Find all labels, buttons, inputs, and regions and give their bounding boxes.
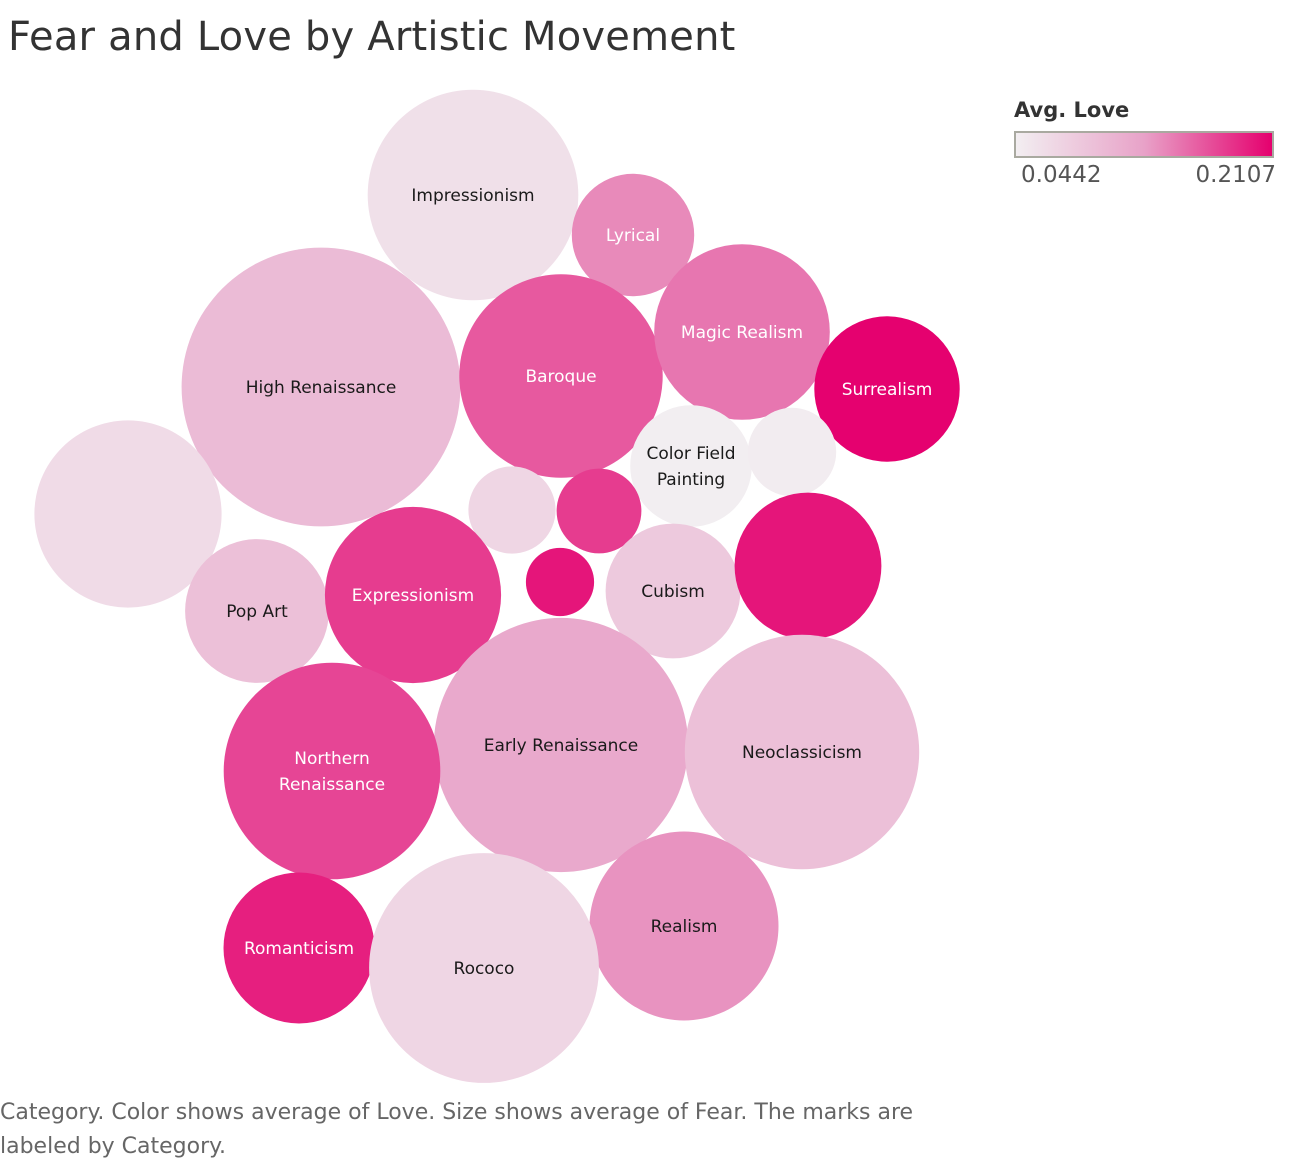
bubble-expressionism[interactable]: [324, 506, 502, 684]
bubble-lyrical[interactable]: [571, 173, 695, 297]
bubble-label: Surrealism: [842, 380, 933, 400]
bubble-label: Romanticism: [244, 939, 354, 959]
legend-max-label: 0.2107: [1195, 162, 1276, 188]
legend-title: Avg. Love: [1014, 98, 1130, 122]
chart-title: Fear and Love by Artistic Movement: [8, 14, 736, 60]
bubble-magic-realism[interactable]: [654, 244, 830, 420]
legend-gradient-bar: [1014, 131, 1274, 158]
bubble-label: Cubism: [641, 582, 705, 602]
bubble-label: Rococo: [454, 959, 515, 979]
bubble-color-field-painting[interactable]: [630, 405, 752, 527]
bubble-label: Impressionism: [411, 186, 534, 206]
bubble-label: Northern Renaissance: [279, 749, 385, 795]
bubble-high-renaissance[interactable]: [181, 247, 461, 527]
legend-min-label: 0.0442: [1021, 162, 1102, 188]
bubble-group: Impressionism Lyrical High Renaissance Baro…: [34, 89, 960, 1083]
bubble-unlabeled-7[interactable]: [747, 407, 837, 497]
bubble-label: High Renaissance: [246, 378, 397, 398]
legend-labels: 0.0442 0.2107: [1014, 162, 1276, 192]
bubble-romanticism[interactable]: [223, 872, 375, 1024]
bubble-label: Lyrical: [606, 226, 660, 246]
color-legend: Avg. Love 0.0442 0.2107: [1014, 98, 1286, 192]
bubble-unlabeled-11[interactable]: [525, 547, 595, 617]
bubble-label: Magic Realism: [681, 323, 803, 343]
bubble-label: Realism: [651, 917, 718, 937]
bubble-unlabeled-13[interactable]: [734, 492, 882, 640]
bubble-cubism[interactable]: [605, 523, 741, 659]
bubble-baroque[interactable]: [459, 274, 663, 478]
bubble-label: Color Field Painting: [646, 444, 735, 490]
chart-caption: Category. Color shows average of Love. S…: [0, 1100, 914, 1159]
bubble-impressionism[interactable]: [367, 89, 579, 301]
bubble-realism[interactable]: [589, 831, 779, 1021]
bubble-pop-art[interactable]: [185, 539, 329, 683]
bubble-unlabeled-9[interactable]: [468, 466, 556, 554]
bubble-unlabeled-8[interactable]: [34, 420, 222, 608]
bubble-label: Expressionism: [352, 586, 474, 606]
bubble-rococo[interactable]: [369, 853, 599, 1083]
bubble-label: Early Renaissance: [484, 736, 638, 756]
bubble-label: Pop Art: [226, 602, 288, 622]
bubble-unlabeled-10[interactable]: [556, 468, 642, 554]
bubble-early-renaissance[interactable]: [433, 617, 689, 873]
bubble-northern-renaissance[interactable]: [223, 662, 441, 880]
bubble-surrealism[interactable]: [814, 316, 960, 462]
bubble-label: Baroque: [525, 367, 596, 387]
bubble-neoclassicism[interactable]: [684, 634, 920, 870]
bubble-label: Neoclassicism: [742, 743, 862, 763]
